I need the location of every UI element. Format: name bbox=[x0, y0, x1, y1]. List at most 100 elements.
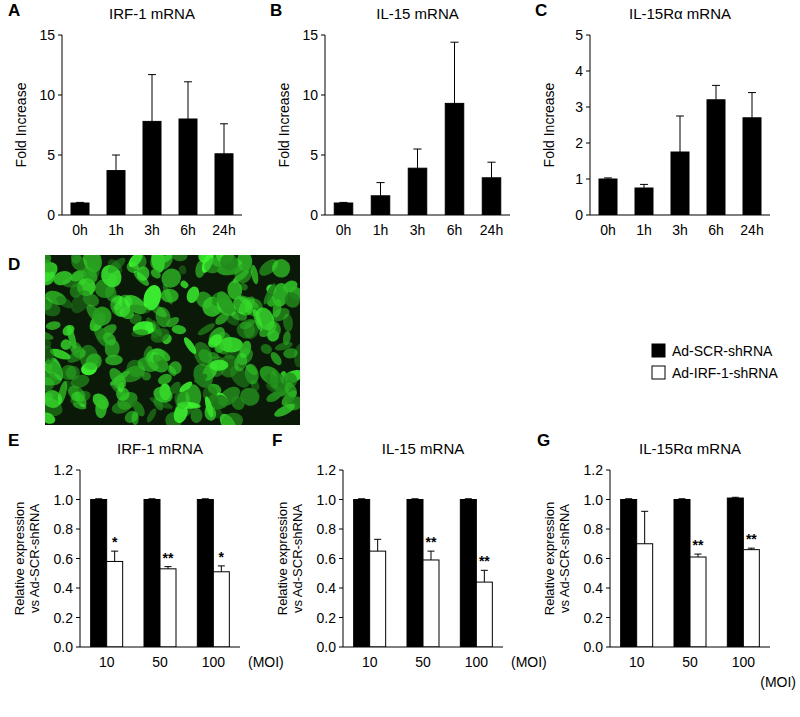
chart-title: IL-15Rα mRNA bbox=[639, 440, 741, 457]
cell bbox=[262, 372, 282, 386]
cell bbox=[122, 408, 140, 425]
significance: ** bbox=[693, 537, 704, 553]
x-tick-label: 50 bbox=[152, 654, 168, 670]
bar bbox=[621, 500, 637, 648]
bar bbox=[482, 178, 501, 215]
error-bar bbox=[148, 498, 155, 500]
x-tick-label: 6h bbox=[180, 222, 196, 238]
error-bar bbox=[164, 567, 171, 569]
error-bar bbox=[427, 551, 434, 560]
error-bar bbox=[111, 551, 118, 561]
error-stem bbox=[417, 149, 418, 168]
legend-label: Ad-IRF-1-shRNA bbox=[672, 365, 778, 381]
x-tick-label: 10 bbox=[362, 654, 378, 670]
error-stem bbox=[491, 162, 492, 178]
y-tick-label: 1.2 bbox=[584, 462, 604, 478]
bar bbox=[354, 500, 370, 648]
error-cap bbox=[748, 548, 755, 549]
x-tick-label: 24h bbox=[480, 222, 503, 238]
significance: * bbox=[219, 549, 225, 565]
panel-chart: IRF-1 mRNARelative expressionvs Ad-SCR-s… bbox=[12, 440, 284, 670]
error-stem bbox=[188, 82, 189, 119]
cell bbox=[91, 305, 114, 328]
error-cap bbox=[95, 498, 102, 499]
cell bbox=[203, 405, 217, 422]
y-tick bbox=[339, 647, 343, 648]
y-tick-label: 0 bbox=[310, 207, 318, 223]
bar bbox=[197, 500, 213, 648]
marks bbox=[621, 497, 760, 647]
error-bar bbox=[694, 554, 701, 557]
error-stem bbox=[752, 93, 753, 118]
error-cap bbox=[694, 554, 701, 555]
error-stem bbox=[152, 75, 153, 122]
marks bbox=[91, 499, 230, 647]
cell bbox=[182, 335, 199, 355]
legend-swatch bbox=[652, 344, 665, 357]
error-stem bbox=[644, 184, 645, 188]
y-tick-label: 15 bbox=[39, 27, 55, 43]
error-bar bbox=[487, 162, 495, 178]
y-axis-label: vs Ad-SCR-shRNA bbox=[557, 504, 572, 613]
chart-title: IRF-1 mRNA bbox=[109, 5, 195, 22]
panel-letter: A bbox=[8, 1, 20, 20]
cell bbox=[106, 292, 134, 321]
bar bbox=[91, 500, 107, 648]
y-tick bbox=[339, 617, 343, 618]
error-bar bbox=[220, 124, 228, 154]
panel-chart: IL-15Rα mRNAFold Increase0123450h1h3h6h2… bbox=[541, 5, 770, 238]
y-tick bbox=[321, 155, 325, 156]
error-cap bbox=[148, 74, 156, 75]
cell bbox=[164, 315, 181, 330]
annotations: **** bbox=[112, 534, 225, 565]
error-bar bbox=[678, 498, 685, 500]
y-tick-label: 4 bbox=[575, 63, 583, 79]
y-tick-label: 0.4 bbox=[54, 580, 74, 596]
marks bbox=[71, 75, 233, 215]
cell bbox=[45, 345, 55, 365]
bar bbox=[107, 561, 123, 647]
cell bbox=[151, 384, 175, 405]
cell bbox=[106, 365, 129, 391]
x-tick-label: 24h bbox=[212, 222, 235, 238]
cell bbox=[150, 352, 171, 373]
bar bbox=[690, 557, 706, 647]
cell bbox=[149, 267, 162, 280]
error-cap bbox=[220, 123, 228, 124]
x-axis bbox=[325, 215, 510, 216]
y-tick bbox=[606, 499, 610, 500]
panel-letter: C bbox=[535, 1, 547, 20]
significance: * bbox=[112, 534, 118, 550]
x-axis bbox=[80, 647, 240, 648]
y-tick bbox=[606, 647, 610, 648]
y-tick-label: 5 bbox=[575, 27, 583, 43]
y-tick bbox=[606, 470, 610, 471]
error-cap bbox=[164, 566, 171, 567]
y-tick bbox=[586, 215, 590, 216]
error-bar bbox=[640, 184, 648, 188]
error-bar bbox=[339, 202, 347, 204]
error-bar bbox=[376, 183, 384, 196]
bar bbox=[370, 551, 386, 647]
y-tick bbox=[586, 143, 590, 144]
x-axis-label: (MOI) bbox=[760, 674, 796, 690]
cell bbox=[270, 257, 293, 280]
cell bbox=[145, 407, 158, 424]
marks bbox=[599, 85, 761, 215]
panel-letter: G bbox=[537, 431, 550, 450]
error-cap bbox=[148, 498, 155, 499]
bar bbox=[637, 544, 653, 647]
cell bbox=[198, 255, 213, 265]
cell bbox=[160, 288, 179, 303]
y-tick bbox=[76, 470, 80, 471]
cell bbox=[125, 260, 141, 275]
bar bbox=[707, 100, 725, 215]
y-tick bbox=[339, 499, 343, 500]
y-tick-label: 0.8 bbox=[54, 521, 74, 537]
cell bbox=[131, 329, 149, 338]
error-cap bbox=[604, 177, 612, 178]
chart-title: IL-15 mRNA bbox=[376, 5, 459, 22]
error-cap bbox=[76, 202, 84, 203]
cell bbox=[179, 279, 190, 289]
error-bar bbox=[413, 149, 421, 168]
